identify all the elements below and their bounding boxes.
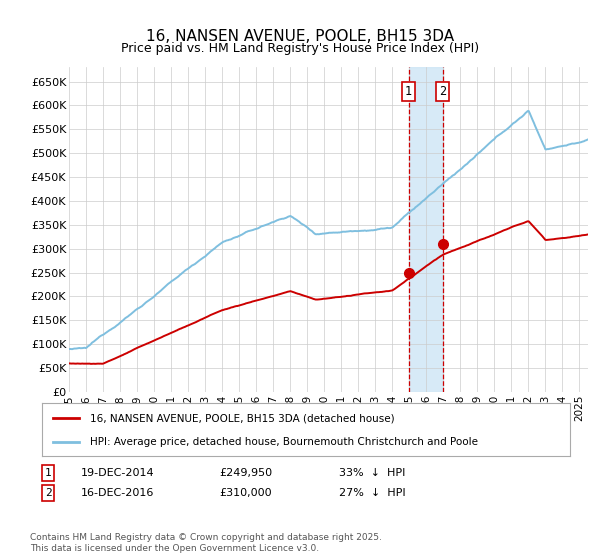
Text: 16-DEC-2016: 16-DEC-2016: [81, 488, 154, 498]
Text: 33%  ↓  HPI: 33% ↓ HPI: [339, 468, 406, 478]
Text: Price paid vs. HM Land Registry's House Price Index (HPI): Price paid vs. HM Land Registry's House …: [121, 42, 479, 55]
Text: 16, NANSEN AVENUE, POOLE, BH15 3DA: 16, NANSEN AVENUE, POOLE, BH15 3DA: [146, 29, 454, 44]
Text: 19-DEC-2014: 19-DEC-2014: [81, 468, 155, 478]
Bar: [409, 67, 443, 392]
Text: Contains HM Land Registry data © Crown copyright and database right 2025.
This d: Contains HM Land Registry data © Crown c…: [30, 533, 382, 553]
Text: 16, NANSEN AVENUE, POOLE, BH15 3DA (detached house): 16, NANSEN AVENUE, POOLE, BH15 3DA (deta…: [89, 413, 394, 423]
Text: 2: 2: [44, 488, 52, 498]
Text: 1: 1: [44, 468, 52, 478]
Text: HPI: Average price, detached house, Bournemouth Christchurch and Poole: HPI: Average price, detached house, Bour…: [89, 436, 478, 446]
Text: 1: 1: [405, 85, 412, 97]
Text: £310,000: £310,000: [219, 488, 272, 498]
Text: £249,950: £249,950: [219, 468, 272, 478]
Text: 27%  ↓  HPI: 27% ↓ HPI: [339, 488, 406, 498]
Text: 2: 2: [439, 85, 446, 97]
